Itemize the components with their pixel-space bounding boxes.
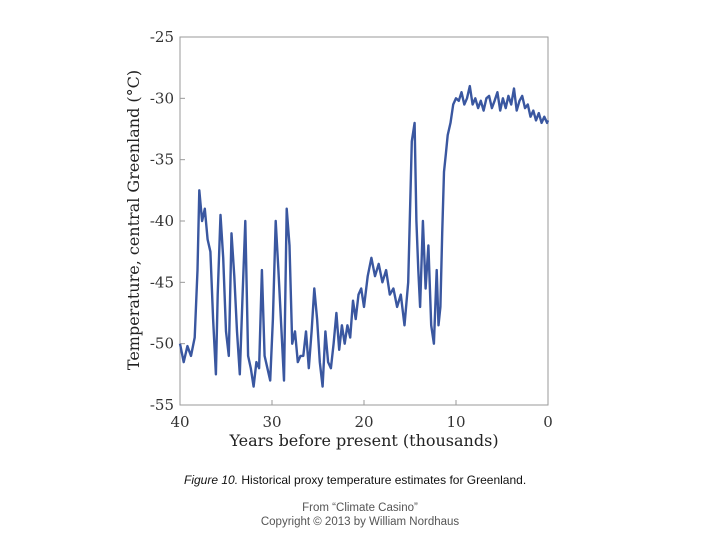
copyright-credit: Copyright © 2013 by William Nordhaus [260, 516, 460, 528]
plot-frame [179, 36, 549, 406]
caption-text: Historical proxy temperature estimates f… [238, 473, 527, 487]
x-tick-label: 20 [354, 413, 373, 431]
x-tick-label: 40 [170, 413, 189, 431]
y-axis-title: Temperature, central Greenland (°C) [124, 70, 143, 370]
x-tick-label: 0 [543, 413, 553, 431]
y-tick-label: -40 [150, 212, 174, 230]
y-tick-label: -30 [150, 89, 174, 107]
figure-label: Figure 10. [184, 473, 239, 487]
y-tick-label: -25 [150, 28, 174, 46]
figure-caption: Figure 10. Historical proxy temperature … [184, 473, 526, 487]
y-tick-label: -35 [150, 151, 174, 169]
y-tick-label: -50 [150, 335, 174, 353]
temperature-series-line [178, 84, 550, 388]
x-axis-title: Years before present (thousands) [228, 431, 498, 450]
x-tick-label: 10 [446, 413, 465, 431]
y-tick-label: -55 [150, 396, 174, 414]
y-tick-label: -45 [150, 273, 174, 291]
source-credit: From “Climate Casino” [302, 502, 418, 514]
x-tick-label: 30 [262, 413, 281, 431]
